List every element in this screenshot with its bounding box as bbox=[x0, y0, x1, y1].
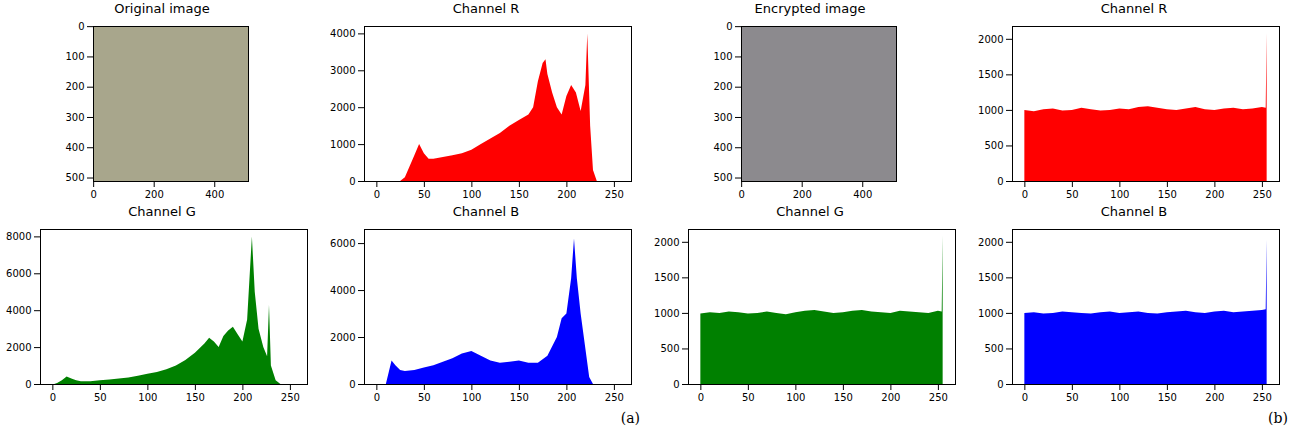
svg-text:200: 200 bbox=[557, 189, 576, 200]
html-text:Channel G: Channel G bbox=[776, 204, 844, 219]
svg-text:0: 0 bbox=[997, 176, 1003, 187]
svg-text:1000: 1000 bbox=[654, 308, 679, 319]
svg-text:250: 250 bbox=[1253, 392, 1272, 403]
svg-text:1500: 1500 bbox=[654, 272, 679, 283]
svg-text:1000: 1000 bbox=[978, 105, 1003, 116]
svg-text:200: 200 bbox=[1205, 392, 1224, 403]
svg-text:0: 0 bbox=[374, 189, 380, 200]
svg-text:400: 400 bbox=[713, 142, 732, 153]
html-text:Channel B: Channel B bbox=[452, 204, 520, 219]
svg-text:500: 500 bbox=[984, 140, 1003, 151]
svg-text:0: 0 bbox=[726, 21, 732, 32]
svg-text:2000: 2000 bbox=[978, 33, 1003, 44]
svg-text:2000: 2000 bbox=[978, 236, 1003, 247]
svg-text:250: 250 bbox=[1253, 189, 1272, 200]
svg-text:200: 200 bbox=[713, 81, 732, 92]
svg-text:1000: 1000 bbox=[330, 139, 355, 150]
svg-text:3000: 3000 bbox=[330, 65, 355, 76]
svg-text:0: 0 bbox=[997, 379, 1003, 390]
svg-text:500: 500 bbox=[65, 172, 84, 183]
svg-text:150: 150 bbox=[1158, 189, 1177, 200]
svg-text:1000: 1000 bbox=[978, 308, 1003, 319]
svg-text:0: 0 bbox=[90, 189, 96, 200]
svg-text:100: 100 bbox=[713, 51, 732, 62]
svg-text:150: 150 bbox=[834, 392, 853, 403]
html-text:(b): (b) bbox=[1268, 410, 1288, 426]
svg-text:0: 0 bbox=[25, 379, 31, 390]
svg-text:400: 400 bbox=[853, 189, 872, 200]
html-text:Channel B: Channel B bbox=[1100, 204, 1168, 219]
svg-text:150: 150 bbox=[1158, 392, 1177, 403]
html-text:Channel R: Channel R bbox=[1100, 1, 1168, 16]
svg-text:2000: 2000 bbox=[6, 342, 31, 353]
html-text:(a): (a) bbox=[620, 410, 640, 426]
svg-text:200: 200 bbox=[557, 392, 576, 403]
svg-text:500: 500 bbox=[984, 343, 1003, 354]
svg-text:100: 100 bbox=[462, 189, 481, 200]
svg-text:250: 250 bbox=[605, 392, 624, 403]
html-text:Channel G: Channel G bbox=[128, 204, 196, 219]
svg-text:100: 100 bbox=[462, 392, 481, 403]
svg-text:1500: 1500 bbox=[978, 272, 1003, 283]
svg-text:2000: 2000 bbox=[330, 102, 355, 113]
svg-text:300: 300 bbox=[713, 112, 732, 123]
svg-text:0: 0 bbox=[349, 176, 355, 187]
svg-text:100: 100 bbox=[65, 51, 84, 62]
svg-text:150: 150 bbox=[510, 189, 529, 200]
svg-text:400: 400 bbox=[205, 189, 224, 200]
html-text:Channel R: Channel R bbox=[452, 1, 520, 16]
svg-text:500: 500 bbox=[660, 343, 679, 354]
svg-text:2000: 2000 bbox=[330, 332, 355, 343]
svg-text:0: 0 bbox=[78, 21, 84, 32]
svg-text:1500: 1500 bbox=[978, 69, 1003, 80]
svg-text:150: 150 bbox=[510, 392, 529, 403]
svg-text:0: 0 bbox=[1022, 189, 1028, 200]
svg-text:400: 400 bbox=[65, 142, 84, 153]
svg-text:250: 250 bbox=[281, 392, 300, 403]
svg-text:4000: 4000 bbox=[330, 285, 355, 296]
svg-text:300: 300 bbox=[65, 112, 84, 123]
html-text:Original image: Original image bbox=[114, 1, 210, 16]
svg-text:50: 50 bbox=[1066, 189, 1079, 200]
svg-text:50: 50 bbox=[94, 392, 107, 403]
svg-text:0: 0 bbox=[374, 392, 380, 403]
svg-text:0: 0 bbox=[1022, 392, 1028, 403]
svg-text:100: 100 bbox=[1110, 189, 1129, 200]
svg-text:100: 100 bbox=[1110, 392, 1129, 403]
svg-text:250: 250 bbox=[605, 189, 624, 200]
svg-text:200: 200 bbox=[65, 81, 84, 92]
svg-text:0: 0 bbox=[673, 379, 679, 390]
svg-text:8000: 8000 bbox=[6, 231, 31, 242]
svg-text:50: 50 bbox=[742, 392, 755, 403]
svg-text:500: 500 bbox=[713, 172, 732, 183]
svg-text:200: 200 bbox=[793, 189, 812, 200]
svg-text:200: 200 bbox=[881, 392, 900, 403]
svg-text:250: 250 bbox=[929, 392, 948, 403]
svg-text:2000: 2000 bbox=[654, 236, 679, 247]
svg-text:100: 100 bbox=[786, 392, 805, 403]
svg-text:200: 200 bbox=[145, 189, 164, 200]
svg-text:4000: 4000 bbox=[6, 305, 31, 316]
svg-text:0: 0 bbox=[50, 392, 56, 403]
svg-text:0: 0 bbox=[349, 379, 355, 390]
svg-text:150: 150 bbox=[186, 392, 205, 403]
svg-text:0: 0 bbox=[738, 189, 744, 200]
html-text:Encrypted image: Encrypted image bbox=[754, 1, 866, 16]
svg-text:100: 100 bbox=[138, 392, 157, 403]
svg-text:50: 50 bbox=[418, 392, 431, 403]
svg-text:6000: 6000 bbox=[6, 268, 31, 279]
svg-text:200: 200 bbox=[1205, 189, 1224, 200]
svg-text:50: 50 bbox=[1066, 392, 1079, 403]
svg-text:6000: 6000 bbox=[330, 238, 355, 249]
svg-text:4000: 4000 bbox=[330, 28, 355, 39]
svg-text:200: 200 bbox=[233, 392, 252, 403]
svg-text:50: 50 bbox=[418, 189, 431, 200]
svg-text:0: 0 bbox=[698, 392, 704, 403]
